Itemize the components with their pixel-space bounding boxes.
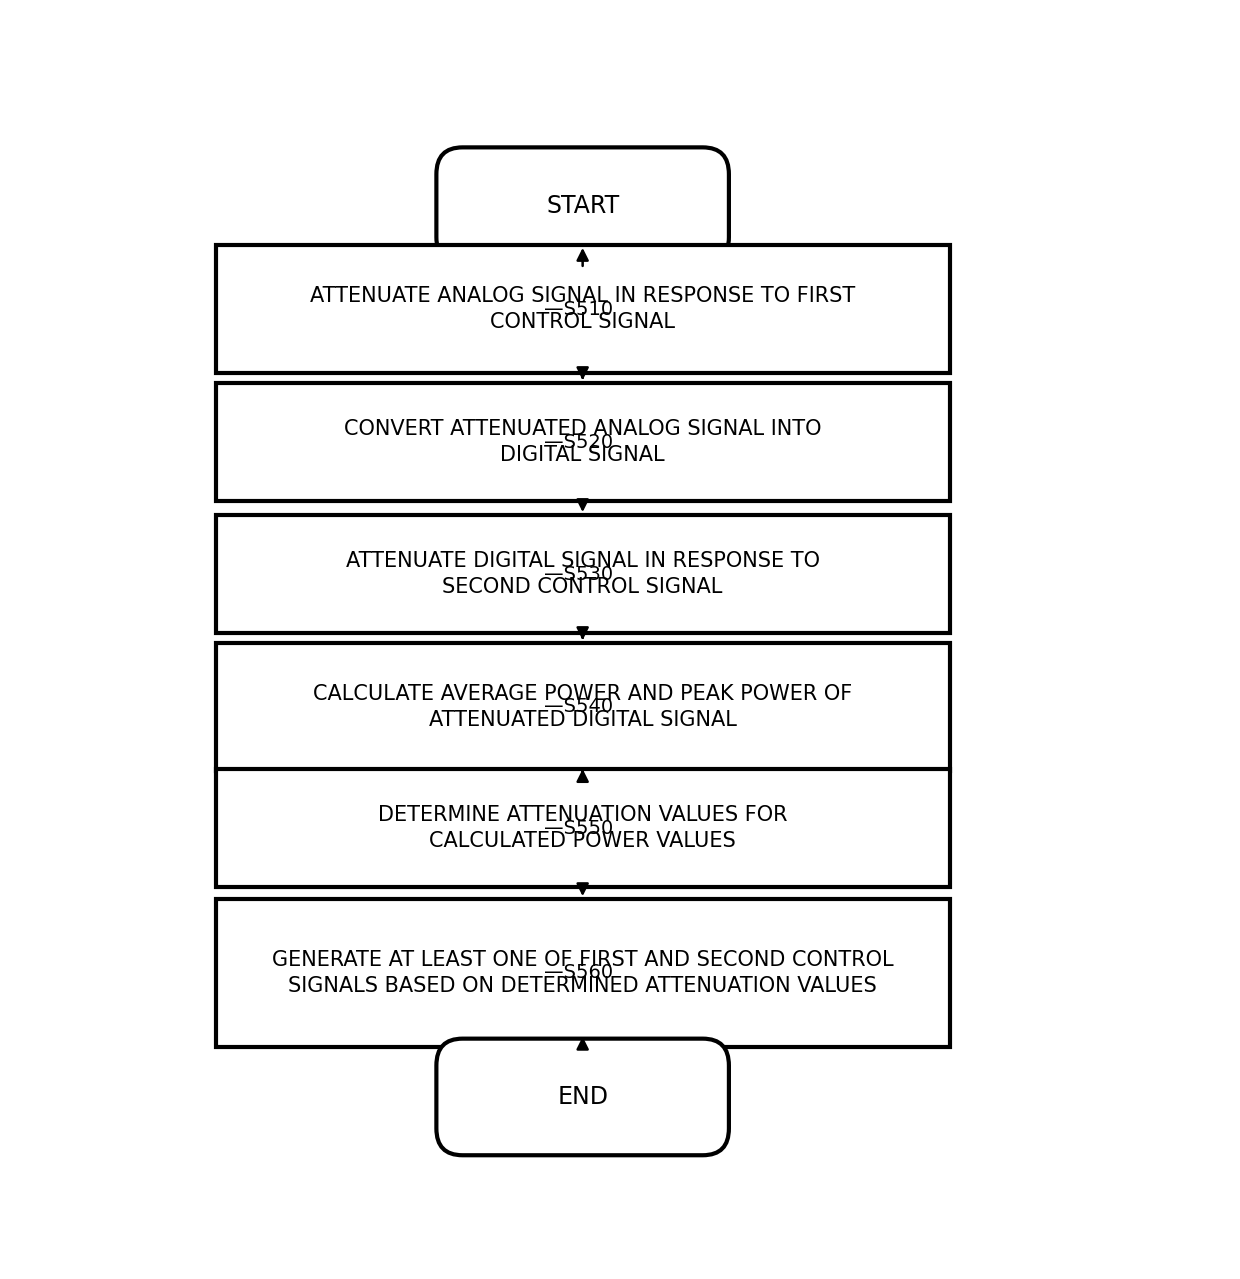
FancyBboxPatch shape [216, 246, 950, 373]
Text: —S510: —S510 [544, 299, 614, 318]
FancyBboxPatch shape [436, 147, 729, 263]
Text: CALCULATE AVERAGE POWER AND PEAK POWER OF
ATTENUATED DIGITAL SIGNAL: CALCULATE AVERAGE POWER AND PEAK POWER O… [312, 684, 852, 730]
FancyBboxPatch shape [436, 1039, 729, 1155]
FancyBboxPatch shape [216, 515, 950, 633]
FancyBboxPatch shape [216, 382, 950, 501]
Text: ATTENUATE ANALOG SIGNAL IN RESPONSE TO FIRST
CONTROL SIGNAL: ATTENUATE ANALOG SIGNAL IN RESPONSE TO F… [310, 286, 856, 333]
Text: —S530: —S530 [544, 564, 614, 583]
Text: GENERATE AT LEAST ONE OF FIRST AND SECOND CONTROL
SIGNALS BASED ON DETERMINED AT: GENERATE AT LEAST ONE OF FIRST AND SECON… [272, 950, 894, 996]
Text: —S560: —S560 [544, 963, 614, 982]
Text: DETERMINE ATTENUATION VALUES FOR
CALCULATED POWER VALUES: DETERMINE ATTENUATION VALUES FOR CALCULA… [378, 804, 787, 852]
FancyBboxPatch shape [216, 769, 950, 888]
Text: CONVERT ATTENUATED ANALOG SIGNAL INTO
DIGITAL SIGNAL: CONVERT ATTENUATED ANALOG SIGNAL INTO DI… [343, 418, 821, 466]
Text: —S520: —S520 [544, 432, 614, 451]
Text: START: START [546, 193, 619, 217]
FancyBboxPatch shape [216, 899, 950, 1046]
Text: ATTENUATE DIGITAL SIGNAL IN RESPONSE TO
SECOND CONTROL SIGNAL: ATTENUATE DIGITAL SIGNAL IN RESPONSE TO … [346, 551, 820, 597]
Text: —S550: —S550 [544, 819, 614, 838]
Text: END: END [557, 1085, 608, 1109]
FancyBboxPatch shape [216, 643, 950, 771]
Text: —S540: —S540 [544, 697, 614, 716]
